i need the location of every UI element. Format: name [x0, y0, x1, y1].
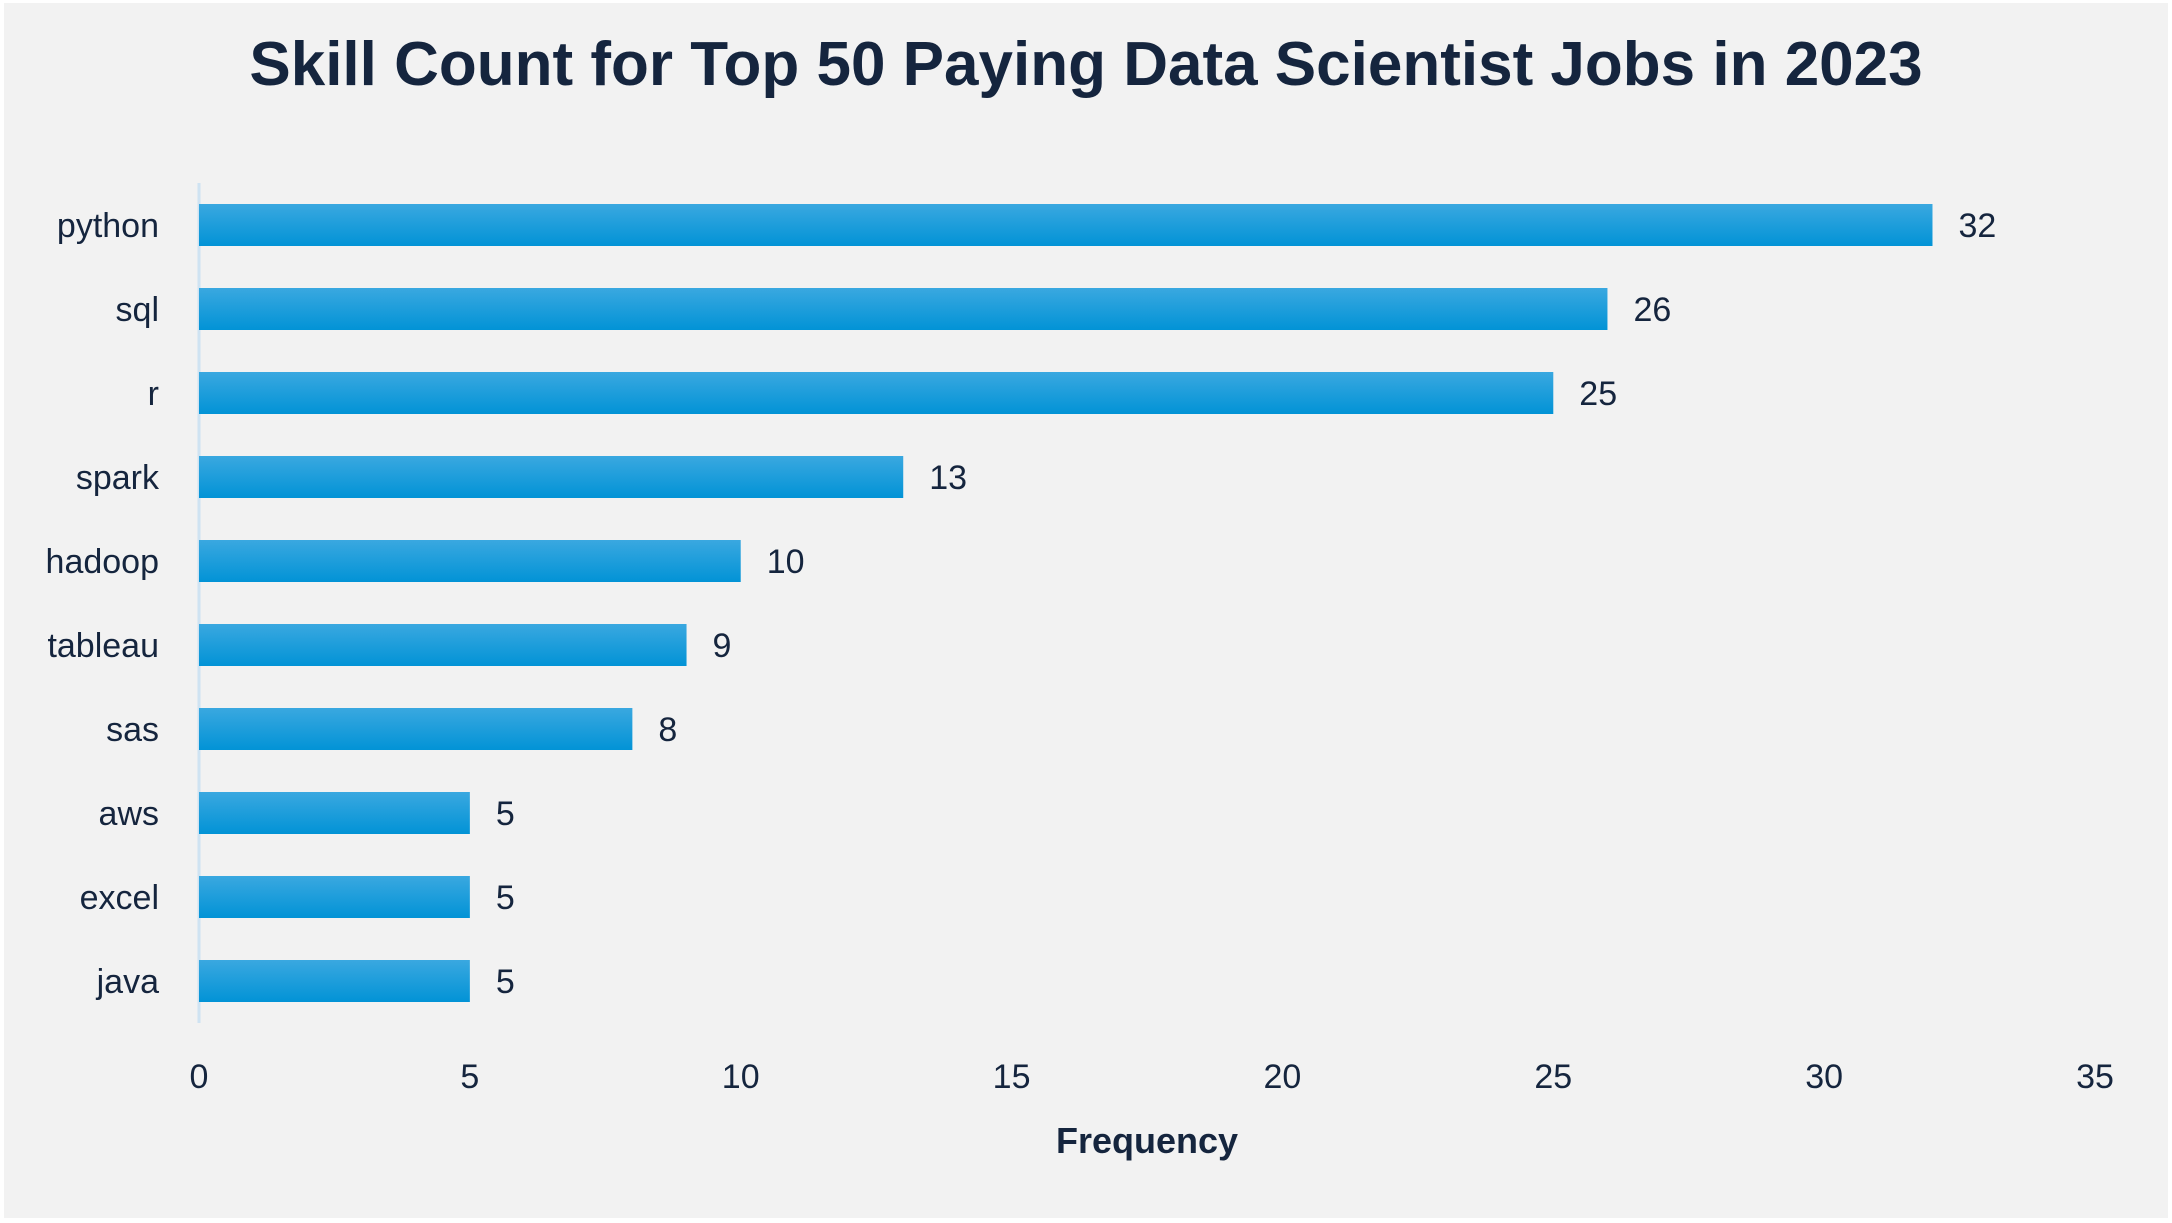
x-axis-ticks: 0 5 10 15 20 25 30 35 [190, 1058, 2114, 1096]
data-label-sas: 8 [658, 711, 677, 749]
bars-group [199, 204, 1933, 1002]
category-label-sql: sql [116, 291, 159, 329]
data-label-hadoop: 10 [767, 543, 805, 581]
bar-chart: Skill Count for Top 50 Paying Data Scien… [46, 30, 2114, 1161]
bar-r [199, 372, 1554, 414]
category-label-sas: sas [106, 711, 159, 749]
bar-tableau [199, 624, 687, 666]
data-label-excel: 5 [496, 879, 515, 917]
category-label-python: python [57, 207, 159, 245]
data-label-java: 5 [496, 963, 515, 1001]
x-tick-0: 0 [190, 1058, 209, 1096]
data-label-spark: 13 [929, 459, 967, 497]
x-tick-30: 30 [1805, 1058, 1843, 1096]
chart-panel: Skill Count for Top 50 Paying Data Scien… [4, 3, 2168, 1218]
bar-python [199, 204, 1933, 246]
category-label-excel: excel [80, 879, 159, 917]
bar-hadoop [199, 540, 741, 582]
data-label-r: 25 [1579, 375, 1617, 413]
category-label-r: r [148, 375, 159, 413]
x-tick-10: 10 [722, 1058, 760, 1096]
category-label-tableau: tableau [47, 627, 159, 665]
x-tick-20: 20 [1264, 1058, 1302, 1096]
bar-excel [199, 876, 470, 918]
category-label-spark: spark [76, 459, 160, 497]
data-label-python: 32 [1958, 207, 1996, 245]
bar-java [199, 960, 470, 1002]
x-tick-25: 25 [1534, 1058, 1572, 1096]
category-labels: python sql r spark hadoop tableau sas aws excel j… [46, 207, 160, 1001]
category-label-aws: aws [99, 795, 159, 833]
category-label-hadoop: hadoop [46, 543, 159, 581]
data-label-aws: 5 [496, 795, 515, 833]
x-tick-5: 5 [460, 1058, 479, 1096]
data-label-sql: 26 [1633, 291, 1671, 329]
x-axis-title: Frequency [1056, 1120, 1238, 1161]
bar-aws [199, 792, 470, 834]
x-tick-15: 15 [993, 1058, 1031, 1096]
bar-sas [199, 708, 633, 750]
category-label-java: java [96, 963, 159, 1001]
x-tick-35: 35 [2076, 1058, 2114, 1096]
bar-sql [199, 288, 1608, 330]
chart-title: Skill Count for Top 50 Paying Data Scien… [249, 30, 1922, 99]
data-label-tableau: 9 [713, 627, 732, 665]
data-labels: 32 26 25 13 10 9 8 5 5 5 [496, 207, 1996, 1001]
bar-spark [199, 456, 904, 498]
